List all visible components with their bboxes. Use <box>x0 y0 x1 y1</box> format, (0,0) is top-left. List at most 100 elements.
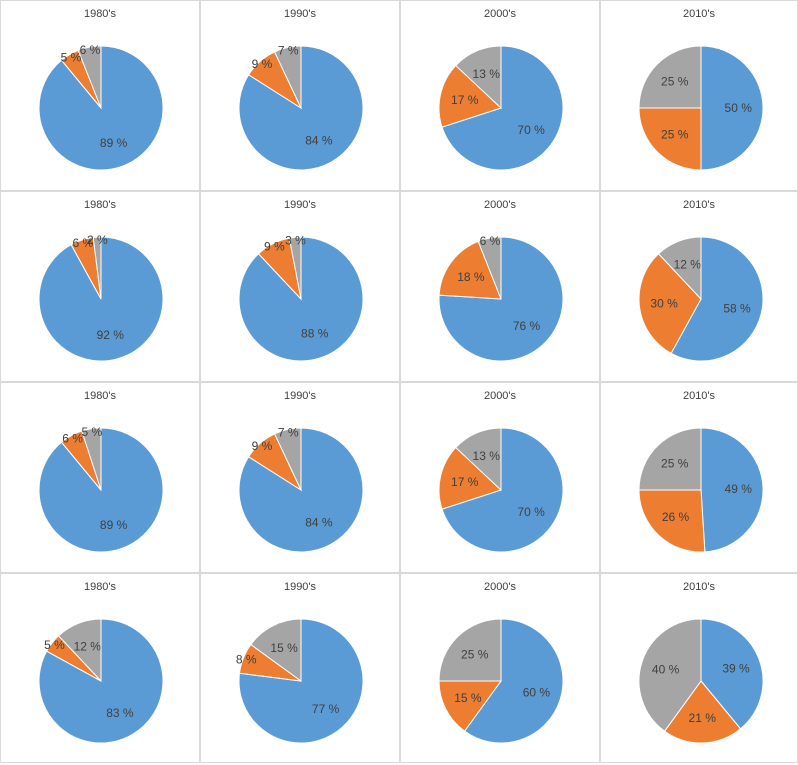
slice-label: 84 % <box>305 516 333 530</box>
pie-chart-panel: 1990's 84 % 9 % 7 % <box>200 0 400 191</box>
pie-chart-panel: 2010's 50 % 25 % 25 % <box>600 0 798 191</box>
pie-chart-title: 1980's <box>83 199 117 211</box>
pie-chart: 89 % 5 %6 % <box>38 43 164 171</box>
slice-label: 26 % <box>662 510 690 524</box>
pie-chart-panel: 2010's 39 % 21 % 40 % <box>600 573 798 763</box>
gray-slice <box>657 236 702 301</box>
pie-chart: 76 % 18 % 6 % <box>438 234 564 362</box>
pie-chart: 60 % 15 % 25 % <box>438 618 564 744</box>
slice-label: 49 % <box>725 482 753 496</box>
slice-label: 30 % <box>650 297 678 311</box>
pie-chart-panel: 1980's 89 % 6 % 5 % <box>0 382 200 573</box>
pie-chart: 84 % 9 % 7 % <box>238 44 364 171</box>
slice-label: 6 % <box>480 234 501 248</box>
slice-label: 9 % <box>252 57 273 71</box>
slice-label: 6 % <box>72 236 93 250</box>
slice-label: 8 % <box>236 652 257 666</box>
pie-chart-panel: 2010's 58 % 30 % 12 % <box>600 191 798 382</box>
slice-label: 15 % <box>270 641 298 655</box>
pie-chart: 92 % 6 %2 % <box>38 233 164 362</box>
slice-label: 92 % <box>97 328 125 342</box>
pie-chart: 83 % 5 % 12 % <box>38 618 164 744</box>
pie-chart: 70 % 17 % 13 % <box>438 45 564 171</box>
orange-slice <box>438 240 502 300</box>
pie-chart-title: 2000's <box>483 581 517 593</box>
orange-slice <box>438 446 502 510</box>
slice-label: 84 % <box>305 134 333 148</box>
pie-chart: 39 % 21 % 40 % <box>638 618 764 744</box>
pie-chart-title: 2010's <box>682 199 716 211</box>
slice-label: 70 % <box>517 123 545 137</box>
slice-label: 18 % <box>457 270 485 284</box>
slice-label: 12 % <box>674 257 702 271</box>
slice-label: 17 % <box>451 93 479 107</box>
slice-label: 9 % <box>252 439 273 453</box>
blue-slice <box>441 427 564 553</box>
slice-label: 2 % <box>87 233 108 247</box>
gray-slice <box>273 45 302 109</box>
gray-slice <box>477 236 502 300</box>
pie-chart-panel: 1980's 89 % 5 % 6 % <box>0 0 200 191</box>
slice-label: 25 % <box>661 457 689 471</box>
pie-chart-title: 1980's <box>83 581 117 593</box>
pie-chart-title: 1990's <box>283 199 317 211</box>
slice-label: 6 % <box>62 431 83 445</box>
blue-slice <box>700 618 764 730</box>
gray-slice <box>273 427 302 491</box>
gray-slice <box>57 618 102 683</box>
slice-label: 89 % <box>100 518 128 532</box>
pie-chart-panel: 1980's 92 % 6 % 2 % <box>0 191 200 382</box>
pie-chart-title: 1990's <box>283 390 317 402</box>
pie-chart-title: 2000's <box>483 390 517 402</box>
gray-slice <box>81 427 102 491</box>
slice-label: 83 % <box>106 706 134 720</box>
slice-label: 9 % <box>264 240 285 254</box>
slice-label: 5 % <box>61 50 82 64</box>
orange-slice <box>638 489 706 553</box>
slice-label: 17 % <box>451 475 479 489</box>
pie-chart: 58 % 30 % 12 % <box>638 236 764 362</box>
slice-label: 50 % <box>725 101 753 115</box>
gray-slice <box>455 427 502 492</box>
pie-chart-panel: 1980's 83 % 5 % 12 % <box>0 573 200 763</box>
slice-label: 89 % <box>100 136 128 150</box>
slice-label: 7 % <box>278 44 299 58</box>
orange-slice <box>438 680 502 732</box>
slice-label: 21 % <box>689 711 717 725</box>
slice-label: 58 % <box>723 301 751 315</box>
orange-slice <box>438 64 502 128</box>
pie-chart-title: 2010's <box>682 8 716 20</box>
pie-chart-panel: 2010's 49 % 26 % 25 % <box>600 382 798 573</box>
blue-slice <box>670 236 764 362</box>
gray-slice <box>638 427 702 491</box>
slice-label: 5 % <box>44 638 65 652</box>
pie-chart: 89 % 6 %5 % <box>38 425 164 553</box>
pie-chart-title: 1980's <box>83 390 117 402</box>
gray-slice <box>250 618 302 682</box>
pie-chart-title: 2000's <box>483 199 517 211</box>
blue-slice <box>463 618 564 744</box>
orange-slice <box>663 680 742 744</box>
pie-chart-title: 1980's <box>83 8 117 20</box>
blue-slice <box>700 427 764 553</box>
slice-label: 88 % <box>301 327 329 341</box>
pie-chart: 84 % 9 % 7 % <box>238 426 364 553</box>
gray-slice <box>638 45 702 109</box>
slice-label: 25 % <box>661 127 689 141</box>
slice-label: 13 % <box>473 67 501 81</box>
slice-label: 40 % <box>652 663 680 677</box>
blue-slice <box>700 45 764 171</box>
slice-label: 13 % <box>473 449 501 463</box>
slice-label: 60 % <box>523 686 551 700</box>
gray-slice <box>77 45 102 109</box>
blue-slice <box>441 45 564 171</box>
slice-label: 12 % <box>74 639 102 653</box>
pie-chart-panel: 1990's 84 % 9 % 7 % <box>200 382 400 573</box>
slice-label: 25 % <box>461 648 489 662</box>
orange-slice <box>638 107 702 171</box>
slice-label: 6 % <box>80 43 101 57</box>
pie-chart: 50 % 25 % 25 % <box>638 45 764 171</box>
pie-chart-panel: 1990's 77 % 8 % 15 % <box>200 573 400 763</box>
pie-chart-panel: 1990's 88 % 9 % 3 % <box>200 191 400 382</box>
